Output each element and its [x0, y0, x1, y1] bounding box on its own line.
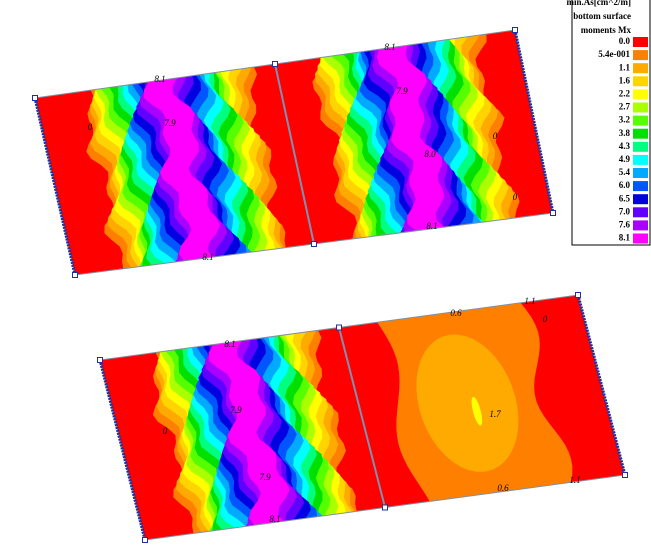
legend-swatch	[633, 194, 648, 205]
plates: 8.1 0 7.9 8.1 8.1 7.9 8.0 0 0 8.1 8.1 0.6 1.1 0 7.9 0 1.…	[32, 27, 628, 543]
node-marker	[622, 472, 628, 478]
legend-swatch	[633, 37, 648, 47]
legend-label: 3.8	[619, 128, 631, 138]
legend-title: bottom surface	[573, 11, 631, 21]
legend-label: 6.5	[619, 193, 631, 203]
legend-label: 2.7	[619, 102, 631, 112]
contour-band	[416, 334, 519, 472]
contour-label: 8.1	[269, 514, 280, 524]
legend-title: moments Mx	[581, 25, 632, 35]
legend-swatch	[633, 63, 648, 74]
legend-swatch	[633, 141, 648, 152]
node-marker	[512, 27, 518, 33]
contour-label: 8.1	[426, 221, 437, 231]
legend-label: 4.9	[619, 154, 631, 164]
legend-swatch	[633, 115, 648, 126]
legend-label: 6.0	[619, 180, 631, 190]
legend-swatch	[633, 154, 648, 165]
support	[98, 359, 147, 541]
legend-label: 5.4e-001	[598, 49, 630, 59]
contour-label: 7.9	[230, 405, 242, 415]
middle-line	[274, 63, 315, 245]
node-marker	[311, 241, 317, 247]
node-marker	[32, 95, 38, 101]
contour-label: 1.1	[569, 475, 580, 485]
contour-band	[471, 396, 483, 426]
legend-label: 8.1	[619, 233, 631, 243]
legend-label: 0.0	[619, 36, 631, 46]
legend-swatch	[633, 89, 648, 100]
node-marker	[382, 504, 388, 511]
contour-label: 8.1	[154, 74, 165, 84]
legend-swatch	[633, 233, 648, 244]
contour-label: 0.6	[497, 483, 509, 493]
contour-label: 7.9	[396, 86, 408, 96]
legend-swatch	[633, 168, 648, 178]
legend-swatch	[633, 220, 648, 231]
legend-swatch	[633, 207, 648, 218]
contour-label: 1.7	[489, 409, 501, 419]
legend-title: min.As[cm^2/m]	[567, 0, 631, 7]
contour-label: 0	[163, 426, 168, 436]
legend-swatch	[633, 181, 648, 192]
contour-label: 8.1	[202, 252, 213, 262]
legend-label: 2.2	[619, 88, 631, 98]
node-marker	[336, 324, 342, 331]
legend-swatch	[633, 102, 648, 113]
contour-label: 0	[513, 192, 518, 202]
node-marker	[550, 210, 556, 216]
legend-label: 7.6	[619, 219, 631, 229]
legend-swatch	[633, 50, 648, 61]
contour-band	[377, 45, 445, 231]
node-marker	[97, 357, 103, 363]
legend-swatch	[633, 128, 648, 139]
plate: 8.1 0 7.9 8.1 8.1 7.9 8.0 0 0 8.1	[32, 27, 556, 278]
contour-label: 0	[543, 314, 548, 324]
legend-label: 7.0	[619, 206, 631, 216]
contour-label: 8.0	[424, 149, 436, 159]
legend-label: 1.1	[619, 62, 631, 72]
legend-label: 5.4	[619, 167, 631, 177]
node-marker	[142, 537, 148, 543]
contour-label: 7.9	[259, 472, 271, 482]
plate: 8.1 0.6 1.1 0 7.9 0 1.7 7.9 8.1 0.6 1.1	[97, 292, 628, 543]
contour-label: 8.1	[384, 42, 395, 52]
legend-label: 4.3	[619, 141, 631, 151]
contour-label: 7.9	[164, 118, 176, 128]
contour-label: 1.1	[524, 296, 535, 306]
support	[576, 294, 627, 476]
node-marker	[575, 292, 581, 298]
node-marker	[72, 272, 78, 278]
contour-label: 0.6	[450, 308, 462, 318]
legend-label: 1.6	[619, 75, 631, 85]
legend-label: 3.2	[619, 115, 631, 125]
contour-label: 0	[493, 131, 498, 141]
node-marker	[272, 61, 278, 67]
support	[33, 97, 77, 276]
middle-line	[338, 327, 386, 508]
support	[513, 29, 555, 214]
contour-band	[208, 340, 290, 526]
contour-label: 8.1	[224, 339, 235, 349]
legend: min.As[cm^2/m] bottom surface moments Mx0.…	[567, 0, 651, 246]
legend-swatch	[633, 76, 648, 87]
contour-label: 0	[88, 122, 93, 132]
contour-band	[143, 77, 221, 261]
